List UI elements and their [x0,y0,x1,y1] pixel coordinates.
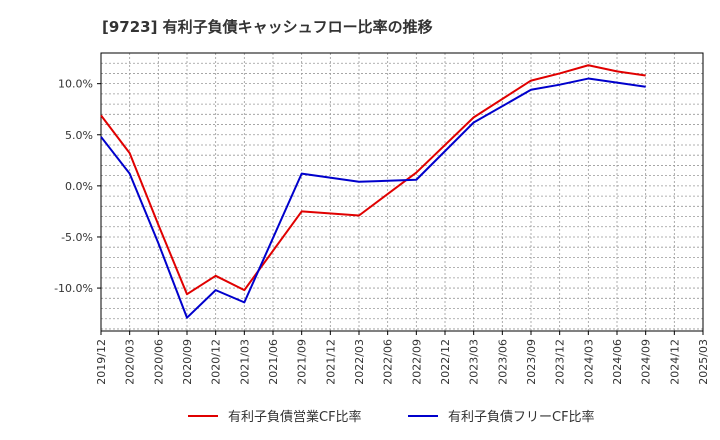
x-tick-label: 2025/03 [697,339,710,385]
x-tick-label: 2022/06 [382,339,395,385]
x-axis-ticks: 2019/12 2020/03 2020/06 2020/09 2020/12 2021/… [95,331,710,385]
y-tick-label: 5.0% [65,129,93,142]
x-tick-label: 2020/12 [210,339,223,385]
x-tick-label: 2020/03 [124,339,137,385]
x-tick-label: 2023/06 [496,339,509,385]
x-tick-label: 2023/12 [554,339,567,385]
x-tick-label: 2024/09 [640,339,653,385]
y-axis-ticks: 10.0% 5.0% 0.0% -5.0% -10.0% [54,78,101,295]
y-tick-label: -5.0% [61,231,93,244]
y-tick-label: 0.0% [65,180,93,193]
chart-title: [9723] 有利子負債キャッシュフロー比率の推移 [102,18,433,36]
x-tick-label: 2019/12 [95,339,108,385]
legend: 有利子負債営業CF比率 有利子負債フリーCF比率 [188,409,595,425]
x-tick-label: 2020/09 [181,339,194,385]
y-tick-label: -10.0% [54,282,93,295]
y-tick-label: 10.0% [58,78,93,91]
series-line-2 [100,77,646,319]
x-tick-label: 2021/12 [324,339,337,385]
x-tick-label: 2022/03 [353,339,366,385]
legend-label-1: 有利子負債営業CF比率 [228,409,362,425]
x-tick-label: 2022/12 [439,339,452,385]
grid-lines [101,52,703,331]
x-tick-label: 2024/03 [582,339,595,385]
x-tick-label: 2024/12 [668,339,681,385]
x-tick-label: 2023/09 [525,339,538,385]
x-tick-label: 2024/06 [611,339,624,385]
x-tick-label: 2022/09 [410,339,423,385]
plot-area [100,52,704,332]
legend-label-2: 有利子負債フリーCF比率 [448,409,595,425]
x-tick-label: 2023/03 [468,339,481,385]
x-tick-label: 2020/06 [152,339,165,385]
x-tick-label: 2021/03 [238,339,251,385]
x-tick-label: 2021/06 [267,339,280,385]
series-line-1 [100,64,646,296]
series-lines [100,64,646,319]
x-tick-label: 2021/09 [296,339,309,385]
